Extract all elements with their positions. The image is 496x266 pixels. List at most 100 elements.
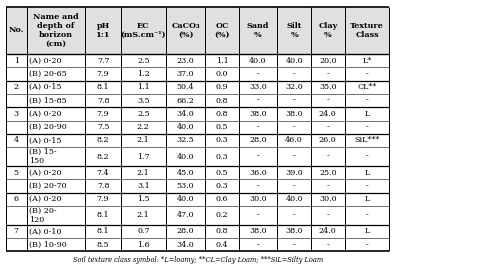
Text: 34.0: 34.0 [177,110,194,118]
Text: -: - [326,70,329,78]
Text: -: - [366,152,369,161]
Text: 7.9: 7.9 [97,110,110,118]
Text: 7.9: 7.9 [97,70,110,78]
Text: 0.3: 0.3 [216,136,228,144]
Text: 32.5: 32.5 [177,136,194,144]
Text: (A) 0-20: (A) 0-20 [29,195,62,203]
Text: 0.2: 0.2 [216,211,228,219]
Text: 3.1: 3.1 [137,182,150,190]
Text: Silt
%: Silt % [287,22,302,39]
Text: 4: 4 [14,136,19,144]
Text: 24.0: 24.0 [319,110,337,118]
Text: 0.7: 0.7 [137,227,150,235]
Text: 7.8: 7.8 [97,182,110,190]
Text: 1.1: 1.1 [216,57,228,65]
Text: -: - [366,241,369,249]
Text: -: - [256,211,259,219]
Text: 0.0: 0.0 [216,70,228,78]
Text: 50.4: 50.4 [177,83,194,91]
Text: -: - [366,182,369,190]
Text: 0.8: 0.8 [216,110,228,118]
Text: 36.0: 36.0 [249,169,267,177]
Text: 0.3: 0.3 [216,182,228,190]
Text: -: - [366,123,369,131]
Text: 0.5: 0.5 [216,123,228,131]
Text: -: - [326,211,329,219]
Text: 32.0: 32.0 [285,83,303,91]
Text: 0.9: 0.9 [216,83,228,91]
Text: CaCO₃
(%): CaCO₃ (%) [171,22,200,39]
Text: -: - [326,123,329,131]
Text: 1.1: 1.1 [137,83,150,91]
Text: (B) 15-
150: (B) 15- 150 [29,148,57,165]
Text: 2.2: 2.2 [137,123,150,131]
Text: 1: 1 [14,57,19,65]
Text: 8.2: 8.2 [97,136,110,144]
Text: 7.7: 7.7 [97,57,110,65]
Text: 0.4: 0.4 [216,241,228,249]
Text: 7.4: 7.4 [97,169,110,177]
Text: -: - [293,97,296,105]
Text: Texture
Class: Texture Class [350,22,384,39]
Text: (A) 0-20: (A) 0-20 [29,57,62,65]
Text: -: - [293,70,296,78]
Text: 5: 5 [14,169,19,177]
Text: L: L [365,169,370,177]
Text: Name and
depth of
horizon
(cm): Name and depth of horizon (cm) [33,13,79,48]
Text: 40.0: 40.0 [285,57,303,65]
Text: -: - [293,152,296,161]
Text: 7.9: 7.9 [97,195,110,203]
Text: 37.0: 37.0 [177,70,194,78]
Text: 2.1: 2.1 [137,211,150,219]
Text: 33.0: 33.0 [249,83,267,91]
Text: -: - [326,241,329,249]
Text: -: - [326,152,329,161]
Text: 1.2: 1.2 [137,70,150,78]
Text: 38.0: 38.0 [249,110,267,118]
Text: No.: No. [9,26,24,34]
Text: 6: 6 [14,195,19,203]
Text: 38.0: 38.0 [285,110,303,118]
Text: -: - [256,97,259,105]
Text: 8.2: 8.2 [97,152,110,161]
Text: 34.0: 34.0 [177,241,194,249]
Text: 0.8: 0.8 [216,97,228,105]
Text: -: - [326,97,329,105]
Bar [6,7,389,54]
Text: 40.0: 40.0 [249,57,267,65]
Text: 0.8: 0.8 [216,227,228,235]
Text: 45.0: 45.0 [177,169,194,177]
Text: 8.1: 8.1 [97,83,110,91]
Text: SiL***: SiL*** [354,136,380,144]
Text: -: - [293,241,296,249]
Text: (B) 20-65: (B) 20-65 [29,70,66,78]
Text: 8.1: 8.1 [97,211,110,219]
Text: 25.0: 25.0 [319,169,337,177]
Text: 66.2: 66.2 [177,97,194,105]
Text: (A) 0-20: (A) 0-20 [29,169,62,177]
Text: 40.0: 40.0 [177,123,194,131]
Text: -: - [293,182,296,190]
Text: OC
(%): OC (%) [214,22,230,39]
Text: -: - [366,97,369,105]
Text: 38.0: 38.0 [249,227,267,235]
Text: 20.0: 20.0 [319,57,337,65]
Text: (A) 0-15: (A) 0-15 [29,83,62,91]
Text: (B) 15-85: (B) 15-85 [29,97,66,105]
Text: (A) 0-15: (A) 0-15 [29,136,62,144]
Text: Sand
%: Sand % [247,22,269,39]
Text: L: L [365,110,370,118]
Text: -: - [366,211,369,219]
Text: 2.1: 2.1 [137,169,150,177]
Text: 40.0: 40.0 [177,195,194,203]
Text: 53.0: 53.0 [177,182,194,190]
Text: pH
1:1: pH 1:1 [96,22,111,39]
Text: -: - [256,241,259,249]
Text: -: - [293,211,296,219]
Text: 1.5: 1.5 [137,195,150,203]
Text: -: - [256,152,259,161]
Text: (B) 20-
120: (B) 20- 120 [29,207,57,224]
Text: 3: 3 [14,110,19,118]
Text: (A) 0-10: (A) 0-10 [29,227,62,235]
Text: 0.5: 0.5 [216,169,228,177]
